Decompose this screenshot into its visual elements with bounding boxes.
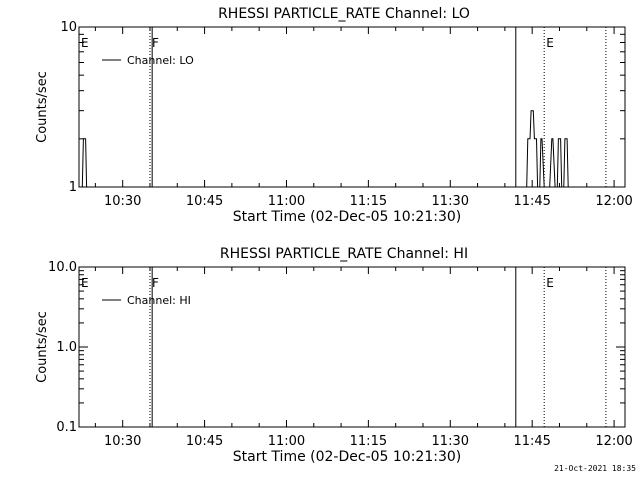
- x-tick-label: 10:30: [104, 434, 141, 449]
- series-line: [79, 110, 625, 188]
- x-tick-label: 11:30: [432, 194, 469, 209]
- x-tick-label: 12:00: [595, 194, 632, 209]
- chart-title: RHESSI PARTICLE_RATE Channel: HI: [220, 246, 468, 262]
- x-tick-label: 10:30: [104, 194, 141, 209]
- x-tick-label: 11:00: [268, 434, 305, 449]
- event-marker-label: F: [152, 276, 159, 290]
- event-marker-label: E: [546, 276, 554, 290]
- x-tick-label: 10:45: [186, 434, 223, 449]
- footer-timestamp: 21-Oct-2021 18:35: [554, 464, 636, 473]
- y-tick-label: 0.1: [56, 420, 77, 435]
- legend-label: Channel: LO: [127, 54, 194, 67]
- x-tick-label: 11:45: [513, 434, 550, 449]
- event-marker-label: E: [546, 36, 554, 50]
- chart-panel-2: RHESSI PARTICLE_RATE Channel: HI 10:30 10:…: [35, 246, 633, 465]
- x-tick-label: 12:00: [595, 434, 632, 449]
- chart-title: RHESSI PARTICLE_RATE Channel: LO: [218, 6, 470, 22]
- y-tick-label: 10.0: [48, 260, 77, 275]
- chart-panel-1: RHESSI PARTICLE_RATE Channel: LO 10:30 10:…: [35, 6, 633, 225]
- y-tick-label: 10: [60, 20, 77, 35]
- event-marker-label: E: [81, 276, 89, 290]
- x-tick-label: 11:45: [513, 194, 550, 209]
- y-tick-label: 1: [69, 180, 77, 195]
- x-tick-label: 11:30: [432, 434, 469, 449]
- y-axis-label: Counts/sec: [35, 311, 50, 383]
- x-tick-label: 11:15: [350, 194, 387, 209]
- x-tick-label: 10:45: [186, 194, 223, 209]
- event-marker-label: E: [81, 36, 89, 50]
- x-tick-label: 11:00: [268, 194, 305, 209]
- y-axis-label: Counts/sec: [35, 71, 50, 143]
- y-tick-label: 1.0: [56, 340, 77, 355]
- plot-frame: [78, 266, 626, 428]
- event-marker-label: F: [152, 36, 159, 50]
- x-axis-label: Start Time (02-Dec-05 10:21:30): [233, 209, 461, 225]
- x-tick-label: 11:15: [350, 434, 387, 449]
- legend-label: Channel: HI: [127, 294, 191, 307]
- x-axis-label: Start Time (02-Dec-05 10:21:30): [233, 449, 461, 465]
